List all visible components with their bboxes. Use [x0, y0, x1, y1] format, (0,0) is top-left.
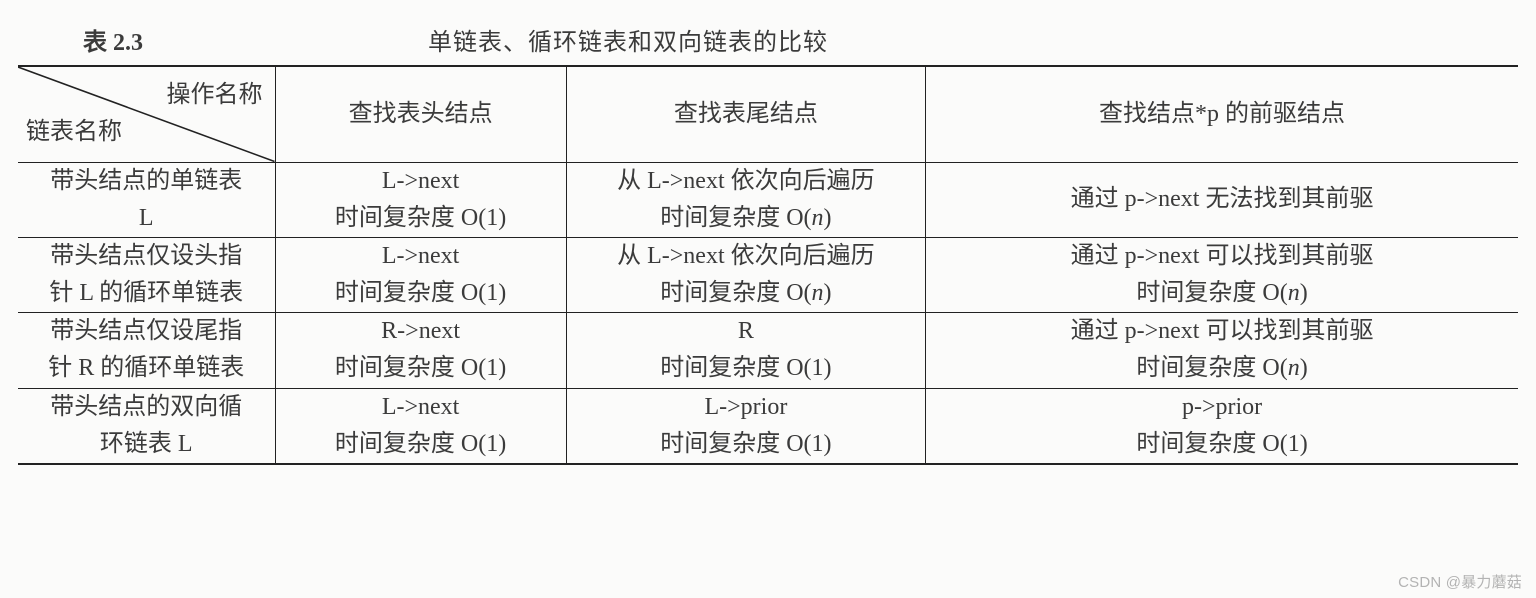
comparison-table: 操作名称 链表名称 查找表头结点 查找表尾结点 查找结点*p 的前驱结点 带头结…	[18, 65, 1518, 465]
header-operation-label: 操作名称	[167, 77, 263, 114]
row-c1-line1: L->next	[276, 389, 566, 426]
row-c2-line1: 从 L->next 依次向后遍历	[567, 238, 925, 275]
row-c1-line2: 时间复杂度 O(1)	[276, 275, 566, 312]
row-c2-cell: 从 L->next 依次向后遍历 时间复杂度 O(n)	[566, 237, 925, 312]
row-c1-line1: L->next	[276, 163, 566, 200]
watermark-text: CSDN @暴力蘑菇	[1398, 571, 1522, 592]
table-header-row: 操作名称 链表名称 查找表头结点 查找表尾结点 查找结点*p 的前驱结点	[18, 66, 1518, 162]
row-c3-line1: 通过 p->next 无法找到其前驱	[926, 181, 1518, 218]
header-col-tail: 查找表尾结点	[566, 66, 925, 162]
row-name-line2: 环链表 L	[18, 426, 275, 463]
row-c2-cell: L->prior 时间复杂度 O(1)	[566, 388, 925, 464]
row-name-cell: 带头结点仅设头指 针 L 的循环单链表	[18, 237, 275, 312]
row-c2-line1: L->prior	[567, 389, 925, 426]
row-c3-line1: p->prior	[926, 389, 1518, 426]
row-name-cell: 带头结点的双向循 环链表 L	[18, 388, 275, 464]
row-name-line1: 带头结点的双向循	[18, 389, 275, 426]
table-title: 单链表、循环链表和双向链表的比较	[428, 22, 828, 57]
row-c1-line1: L->next	[276, 238, 566, 275]
row-name-line2: L	[18, 200, 275, 237]
row-c3-cell: 通过 p->next 可以找到其前驱 时间复杂度 O(n)	[926, 313, 1518, 388]
row-name-cell: 带头结点的单链表 L	[18, 162, 275, 237]
row-c1-cell: R->next 时间复杂度 O(1)	[275, 313, 566, 388]
row-c3-line2: 时间复杂度 O(1)	[926, 426, 1518, 463]
table-number: 表 2.3	[18, 22, 428, 57]
row-c2-line2: 时间复杂度 O(1)	[567, 426, 925, 463]
row-c2-line2: 时间复杂度 O(1)	[567, 350, 925, 387]
row-c3-line2: 时间复杂度 O(n)	[926, 350, 1518, 387]
row-name-line2: 针 L 的循环单链表	[18, 275, 275, 312]
row-c1-cell: L->next 时间复杂度 O(1)	[275, 388, 566, 464]
row-c2-line2: 时间复杂度 O(n)	[567, 275, 925, 312]
row-c2-cell: R 时间复杂度 O(1)	[566, 313, 925, 388]
table-caption: 表 2.3 单链表、循环链表和双向链表的比较	[18, 22, 1518, 57]
row-name-line1: 带头结点仅设尾指	[18, 313, 275, 350]
header-col2-text: 查找表尾结点	[674, 101, 818, 127]
row-c2-line1: R	[567, 313, 925, 350]
row-c2-line2: 时间复杂度 O(n)	[567, 200, 925, 237]
row-name-cell: 带头结点仅设尾指 针 R 的循环单链表	[18, 313, 275, 388]
row-c2-line1: 从 L->next 依次向后遍历	[567, 163, 925, 200]
row-c3-cell: 通过 p->next 无法找到其前驱	[926, 162, 1518, 237]
row-name-line1: 带头结点仅设头指	[18, 238, 275, 275]
header-col-prior: 查找结点*p 的前驱结点	[926, 66, 1518, 162]
row-name-line2: 针 R 的循环单链表	[18, 350, 275, 387]
row-c1-line2: 时间复杂度 O(1)	[276, 350, 566, 387]
header-listname-label: 链表名称	[26, 114, 122, 151]
row-c1-line2: 时间复杂度 O(1)	[276, 426, 566, 463]
table-row: 带头结点的单链表 L L->next 时间复杂度 O(1) 从 L->next …	[18, 162, 1518, 237]
row-c3-cell: p->prior 时间复杂度 O(1)	[926, 388, 1518, 464]
row-c2-cell: 从 L->next 依次向后遍历 时间复杂度 O(n)	[566, 162, 925, 237]
row-c1-line1: R->next	[276, 313, 566, 350]
table-row: 带头结点仅设头指 针 L 的循环单链表 L->next 时间复杂度 O(1) 从…	[18, 237, 1518, 312]
row-c1-line2: 时间复杂度 O(1)	[276, 200, 566, 237]
header-diagonal-cell: 操作名称 链表名称	[18, 66, 275, 162]
header-col1-text: 查找表头结点	[349, 101, 493, 127]
row-name-line1: 带头结点的单链表	[18, 163, 275, 200]
row-c3-line1: 通过 p->next 可以找到其前驱	[926, 313, 1518, 350]
row-c3-cell: 通过 p->next 可以找到其前驱 时间复杂度 O(n)	[926, 237, 1518, 312]
row-c3-line2: 时间复杂度 O(n)	[926, 275, 1518, 312]
page: 表 2.3 单链表、循环链表和双向链表的比较 操作名称 链表名称 查找表头结点 …	[0, 0, 1536, 598]
table-row: 带头结点仅设尾指 针 R 的循环单链表 R->next 时间复杂度 O(1) R…	[18, 313, 1518, 388]
row-c3-line1: 通过 p->next 可以找到其前驱	[926, 238, 1518, 275]
header-col-head: 查找表头结点	[275, 66, 566, 162]
row-c1-cell: L->next 时间复杂度 O(1)	[275, 237, 566, 312]
header-col3-text: 查找结点*p 的前驱结点	[1099, 101, 1345, 127]
row-c1-cell: L->next 时间复杂度 O(1)	[275, 162, 566, 237]
table-row: 带头结点的双向循 环链表 L L->next 时间复杂度 O(1) L->pri…	[18, 388, 1518, 464]
